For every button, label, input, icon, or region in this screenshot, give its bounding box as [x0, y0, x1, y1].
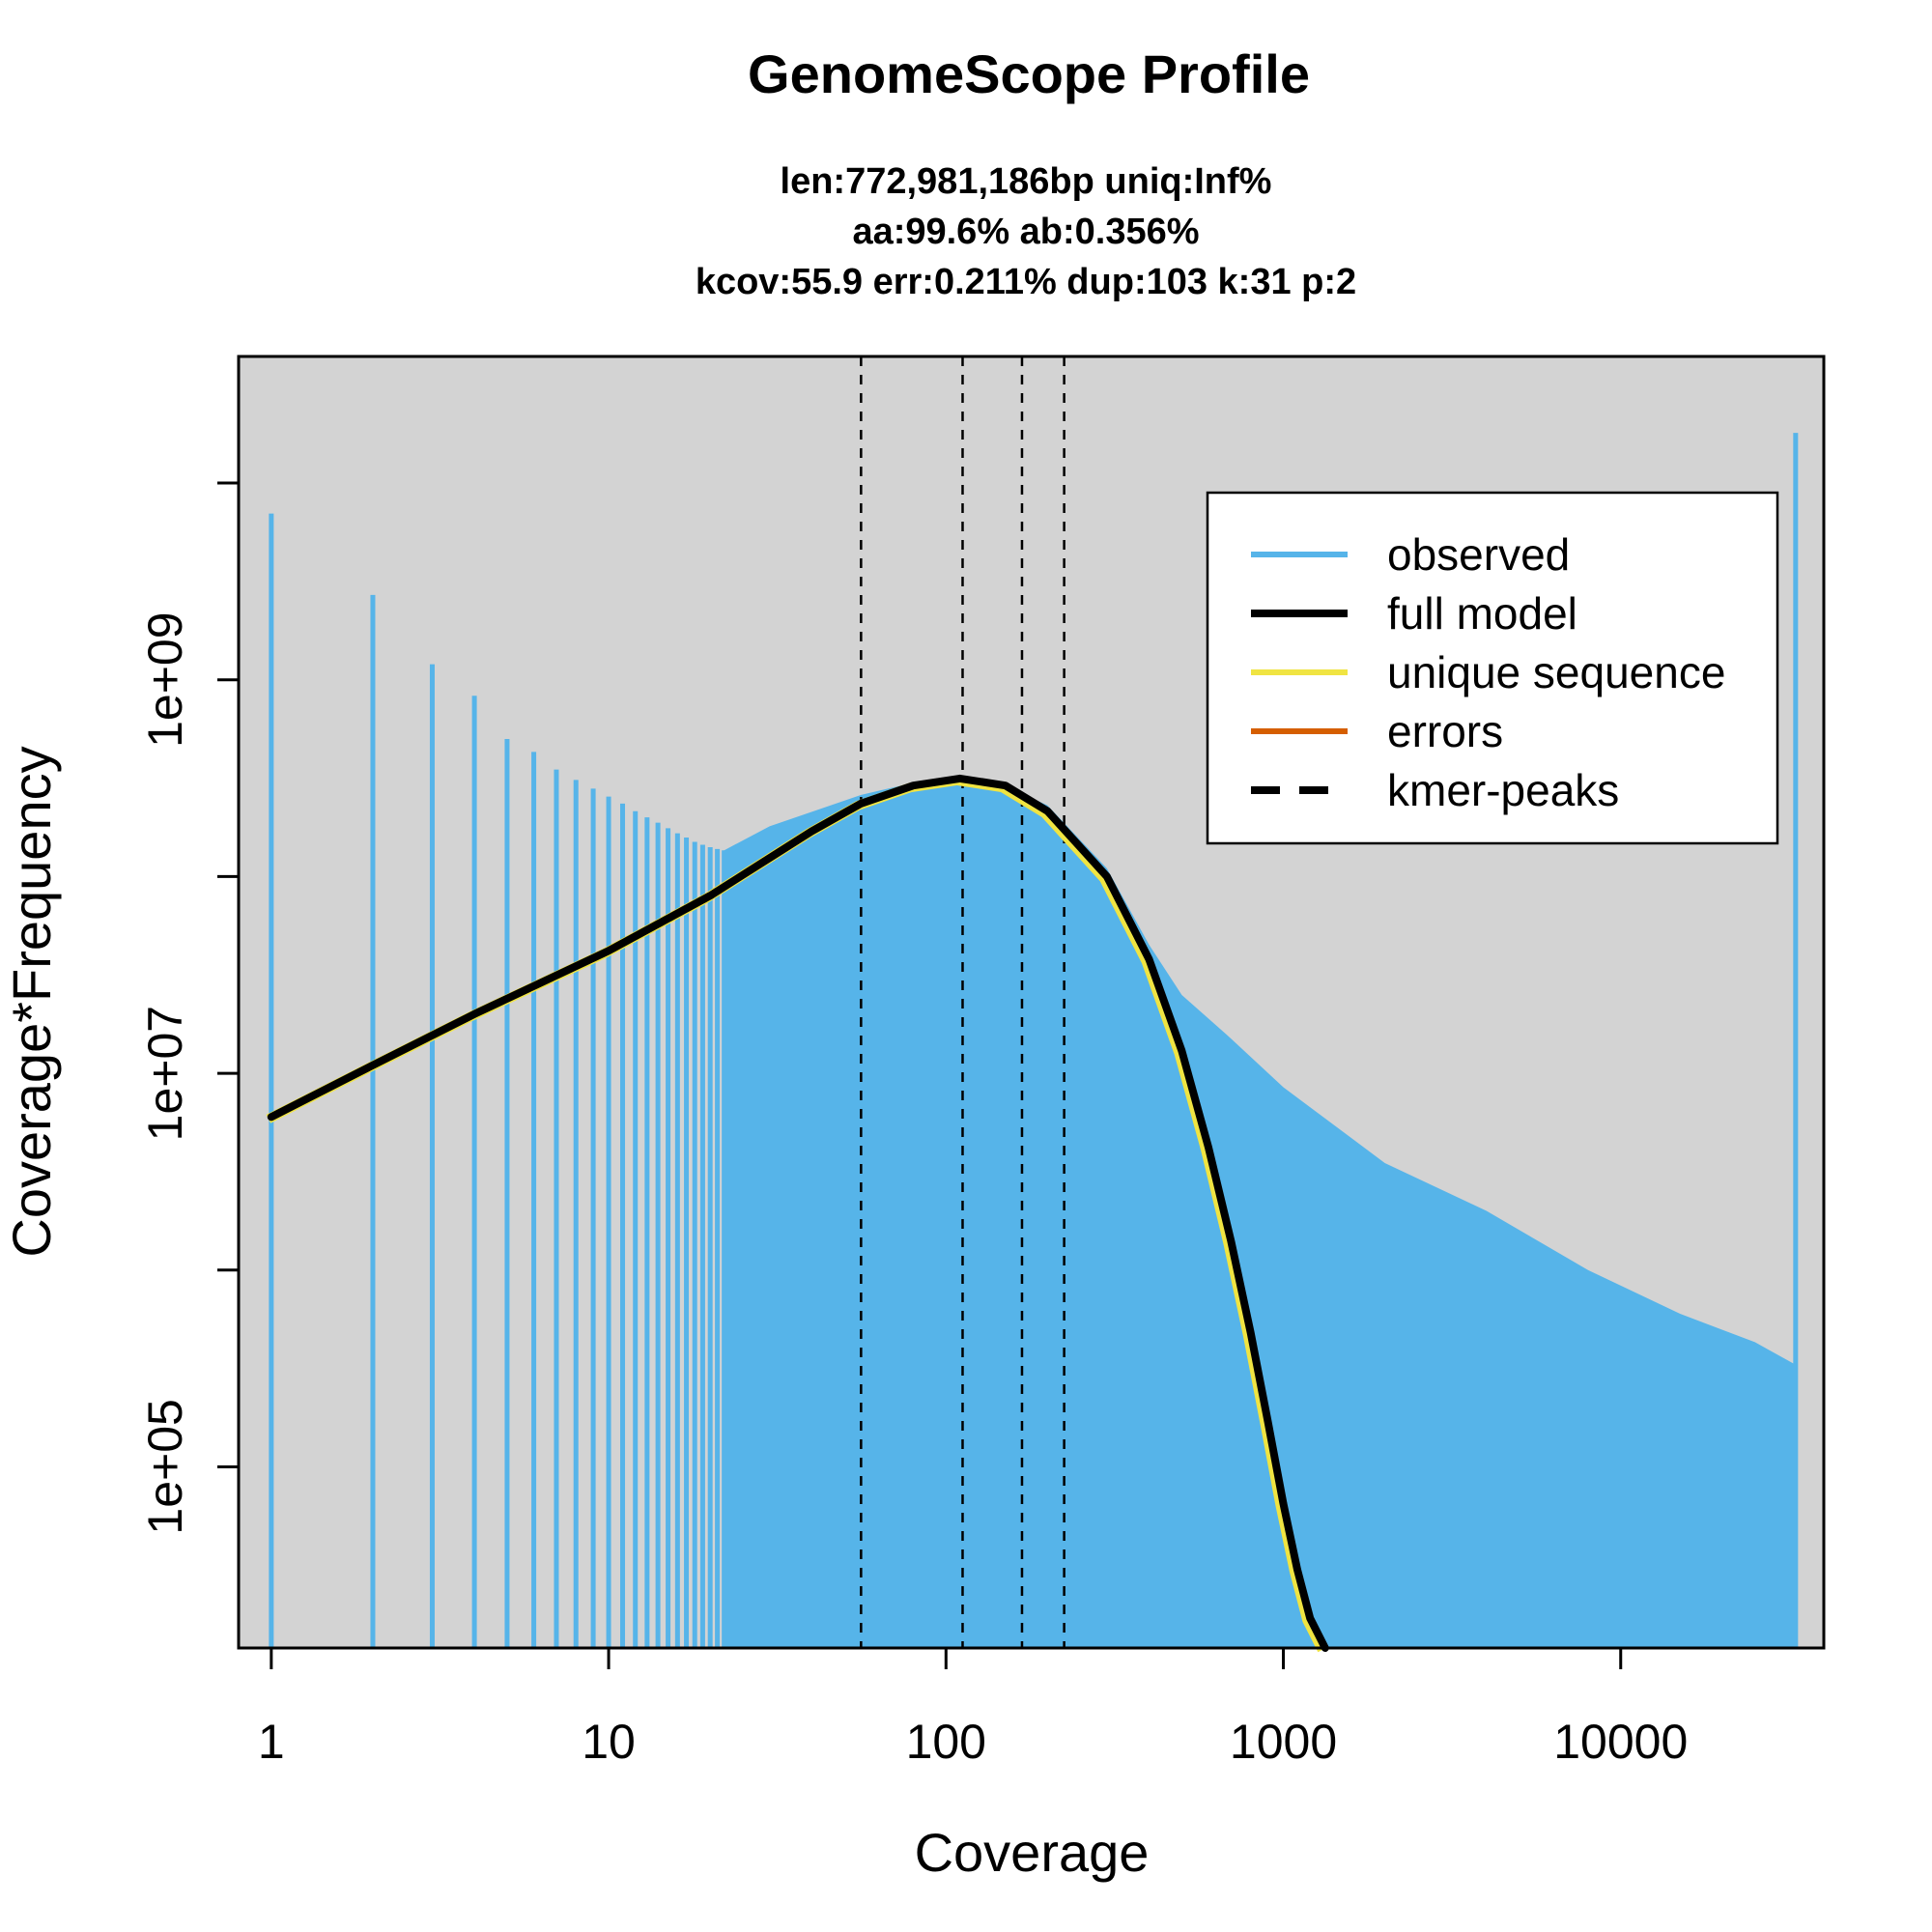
legend-label: observed [1387, 529, 1570, 580]
full-model-series [266, 774, 1329, 1653]
x-tick-label: 100 [906, 1715, 986, 1769]
x-axis: 1 10 100 1000 10000 [258, 1648, 1688, 1769]
y-axis-label: Coverage*Frequency [1, 746, 62, 1257]
y-axis: 1e+05 1e+07 1e+09 [138, 481, 239, 1535]
legend: observed full model unique sequence errors k… [1206, 491, 1779, 845]
x-tick-label: 10 [582, 1715, 636, 1769]
legend-box [1206, 491, 1779, 845]
chart-subtitle-line-2: aa:99.6% ab:0.356% [852, 212, 1199, 252]
x-tick-label: 10000 [1553, 1715, 1688, 1769]
full-model-line [267, 774, 1329, 1652]
plot-frame [237, 355, 1826, 1650]
chart-subtitle-line-3: kcov:55.9 err:0.211% dup:103 k:31 p:2 [696, 262, 1356, 302]
legend-label: errors [1387, 706, 1503, 756]
x-tick-label: 1000 [1230, 1715, 1337, 1769]
kmer-peak-lines [860, 356, 1065, 1648]
y-tick-label: 1e+09 [138, 611, 192, 747]
chart-title: GenomeScope Profile [748, 43, 1310, 104]
legend-label: unique sequence [1387, 647, 1725, 697]
x-axis-label: Coverage [915, 1822, 1150, 1883]
y-tick-label: 1e+07 [138, 1006, 192, 1141]
legend-label: kmer-peaks [1387, 765, 1619, 815]
x-tick-label: 1 [258, 1715, 285, 1769]
y-tick-label: 1e+05 [138, 1399, 192, 1534]
chart-subtitle-line-1: len:772,981,186bp uniq:Inf% [781, 161, 1272, 202]
observed-dense-region [724, 778, 1796, 1648]
legend-label: full model [1387, 588, 1577, 639]
